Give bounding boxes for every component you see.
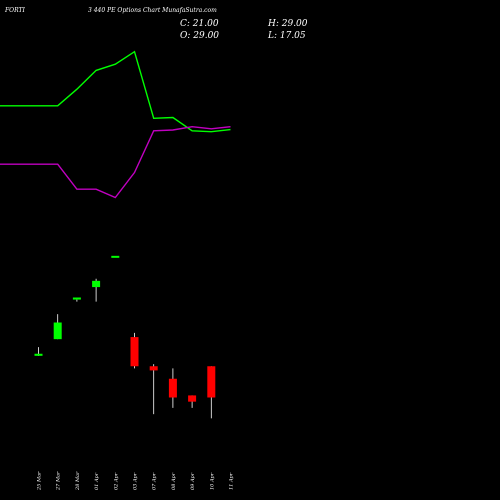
candle-body <box>207 366 216 398</box>
lower-band-line <box>0 125 231 199</box>
candle-body <box>168 378 177 398</box>
candle <box>130 332 139 369</box>
x-tick-label: 08 Apr <box>171 472 177 490</box>
candle <box>111 255 120 258</box>
open-price-label: O: 29.00 <box>180 31 219 41</box>
x-tick-label: 10 Apr <box>209 472 215 490</box>
x-tick-label: 01 Apr <box>94 472 100 490</box>
high-price-label: H: 29.00 <box>267 19 308 29</box>
candle-body <box>92 280 101 288</box>
candle-body <box>34 353 43 356</box>
candle <box>72 297 81 302</box>
candle <box>207 366 216 419</box>
candle-body <box>72 297 81 300</box>
x-axis-ticks: 25 Mar 27 Mar 28 Mar 01 Apr 02 Apr 03 Apr 07 A… <box>37 471 235 491</box>
upper-band-line <box>0 50 231 133</box>
x-tick-label: 28 Mar <box>75 471 81 491</box>
x-tick-label: 03 Apr <box>133 472 139 490</box>
candle-body <box>111 255 120 258</box>
candles <box>34 255 216 419</box>
candle-body <box>188 395 197 402</box>
low-price-label: L: 17.05 <box>267 31 306 41</box>
candle <box>53 314 62 340</box>
x-tick-label: 07 Apr <box>152 472 158 490</box>
x-tick-label: 02 Apr <box>113 472 119 490</box>
band-lines <box>0 50 231 199</box>
candle-body <box>53 322 62 340</box>
x-tick-label: 25 Mar <box>37 471 43 491</box>
x-tick-label: 27 Mar <box>56 471 62 491</box>
candle-body <box>149 366 158 371</box>
candle <box>168 368 177 408</box>
x-tick-label: 11 Apr <box>229 472 235 490</box>
candle-body <box>130 337 139 367</box>
chart-subtitle: 3 440 PE Options Chart MunafaSutra.com <box>88 7 217 14</box>
x-tick-label: 09 Apr <box>190 472 196 490</box>
candle <box>34 347 43 356</box>
chart-symbol: FORTI <box>4 7 25 14</box>
close-price-label: C: 21.00 <box>180 19 219 29</box>
candle <box>188 395 197 408</box>
candle <box>149 364 158 415</box>
candle <box>92 278 101 302</box>
